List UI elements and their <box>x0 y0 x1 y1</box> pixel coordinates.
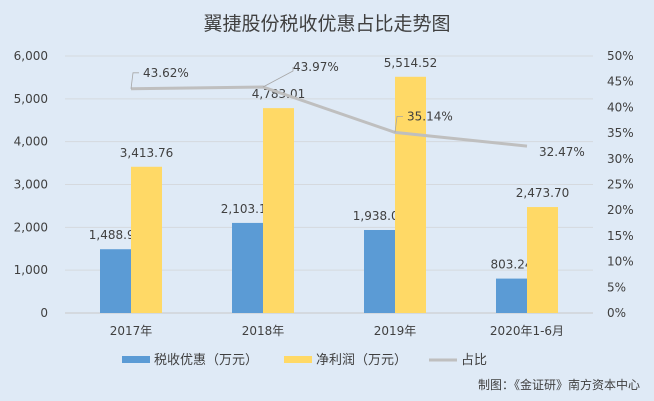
bar-net-profit <box>263 108 294 313</box>
left-axis-tick: 0 <box>40 306 48 320</box>
leader-line <box>262 66 294 88</box>
bar-tax-benefit <box>364 229 395 313</box>
left-axis-tick: 5,000 <box>14 92 48 106</box>
leader-line <box>130 72 139 89</box>
line-ratio <box>130 85 528 148</box>
bar-tax-benefit <box>232 222 263 313</box>
right-axis-tick: 40% <box>607 100 634 114</box>
credit-text: 制图：《金证研》南方资本中心 <box>478 377 640 392</box>
right-axis-tick: 50% <box>607 49 634 63</box>
right-axis-tick: 25% <box>607 178 634 192</box>
data-label: 1,488.94 <box>89 228 142 242</box>
line-data-label: 43.62% <box>143 66 189 80</box>
x-axis-tick: 2017年 <box>110 324 153 338</box>
leader-line <box>394 115 403 133</box>
left-axis-tick: 6,000 <box>14 49 48 63</box>
line-data-label: 43.97% <box>293 60 339 74</box>
legend-swatch <box>284 356 312 363</box>
left-axis-tick: 2,000 <box>14 220 48 234</box>
data-label: 1,938.00 <box>353 209 406 223</box>
chart-title: 翼捷股份税收优惠占比走势图 <box>203 13 450 35</box>
legend-label: 税收优惠（万元） <box>154 353 258 368</box>
legend-label: 占比 <box>461 353 487 368</box>
line-data-label: 32.47% <box>539 145 585 159</box>
legend-swatch <box>122 356 150 363</box>
right-axis-tick: 5% <box>607 280 626 294</box>
x-axis-tick: 2019年 <box>374 324 417 338</box>
right-axis-tick: 0% <box>607 306 626 320</box>
data-label: 3,413.76 <box>120 146 173 160</box>
data-label: 803.24 <box>491 258 533 272</box>
legend-label: 净利润（万元） <box>316 353 407 368</box>
x-axis-tick: 2018年 <box>242 324 285 338</box>
right-axis-tick: 45% <box>607 75 634 89</box>
data-label: 2,473.70 <box>516 186 569 200</box>
left-axis-tick: 1,000 <box>14 263 48 277</box>
bar-tax-benefit <box>100 249 131 313</box>
right-axis-tick: 20% <box>607 203 634 217</box>
data-label: 5,514.52 <box>384 56 437 70</box>
right-axis-tick: 30% <box>607 152 634 166</box>
right-axis-tick: 10% <box>607 255 634 269</box>
x-axis-tick: 2020年1-6月 <box>490 324 564 338</box>
bar-net-profit <box>131 166 162 313</box>
bar-net-profit <box>527 207 558 313</box>
line-data-label: 35.14% <box>407 109 453 123</box>
right-axis-tick: 15% <box>607 229 634 243</box>
right-axis-tick: 35% <box>607 126 634 140</box>
bar-tax-benefit <box>496 278 527 313</box>
left-axis-tick: 4,000 <box>14 135 48 149</box>
left-axis-tick: 3,000 <box>14 178 48 192</box>
data-label: 2,103.10 <box>221 202 274 216</box>
